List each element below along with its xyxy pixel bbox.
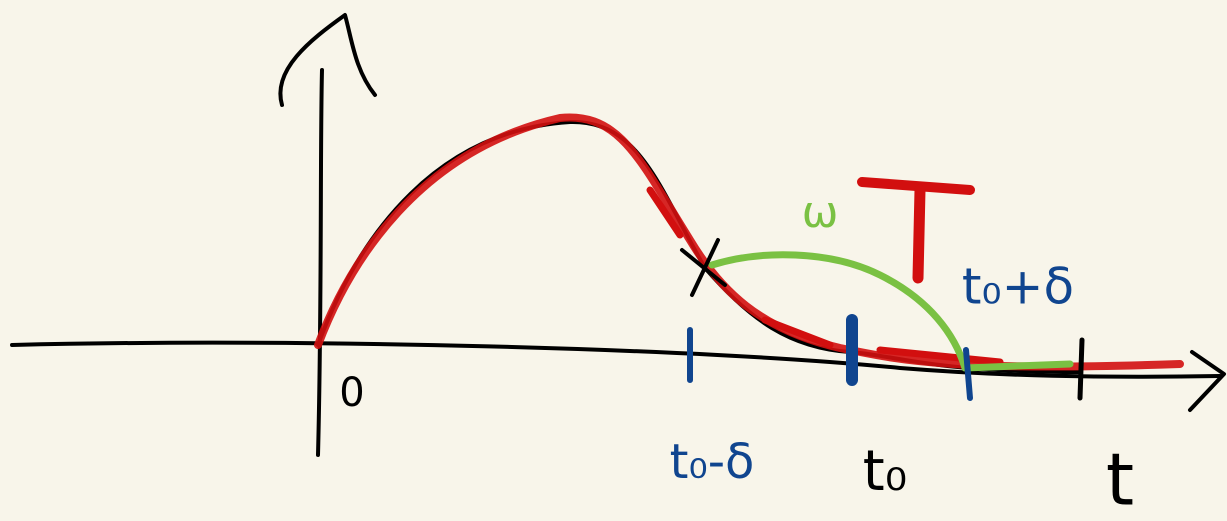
- sketch: 0 t₀-δ t₀ t ω t₀+δ T: [0, 0, 1227, 521]
- left-tick-label: t₀-δ: [670, 434, 755, 490]
- omega-label: ω: [802, 187, 839, 238]
- axis-label: t: [1106, 438, 1134, 521]
- page: 0 t₀-δ t₀ t ω t₀+δ T (() => { const data…: [0, 0, 1227, 521]
- blue-tick: [966, 350, 970, 398]
- right-tick-label: t₀+δ: [962, 258, 1074, 316]
- origin-label: 0: [339, 370, 364, 416]
- center-tick-label: t₀: [863, 439, 907, 504]
- black-tick: [1080, 340, 1082, 398]
